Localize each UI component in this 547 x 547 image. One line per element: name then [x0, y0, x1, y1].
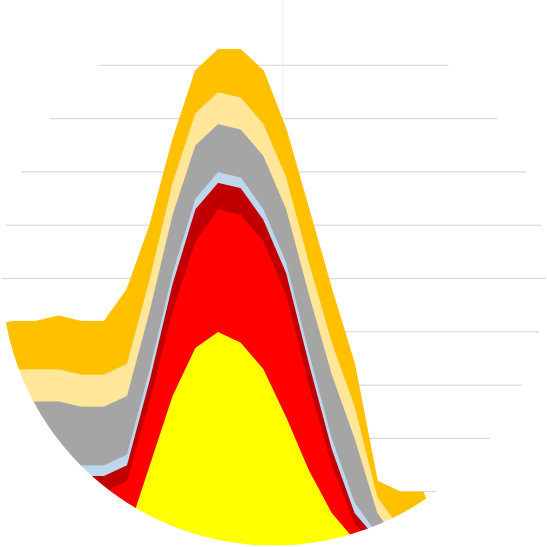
- series-areas: [1, 49, 546, 546]
- series-area-7: [1, 49, 546, 546]
